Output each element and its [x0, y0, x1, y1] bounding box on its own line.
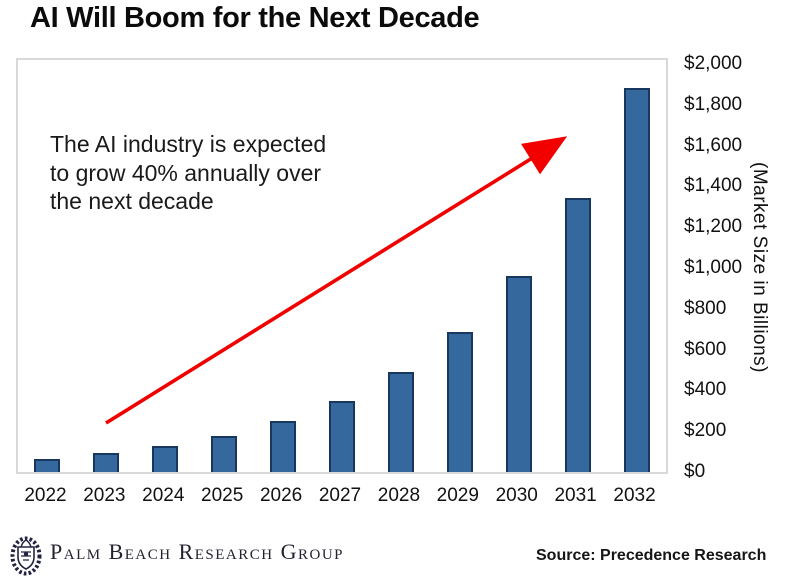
- y-tick-2000: $2,000: [684, 53, 743, 74]
- bar-2022: [34, 458, 61, 472]
- y-tick-1800: $1,800: [684, 93, 743, 115]
- x-tick-2030: 2030: [495, 485, 538, 506]
- x-tick-2022: 2022: [24, 485, 67, 506]
- bar-2030: [505, 276, 532, 472]
- x-tick-2029: 2029: [436, 485, 479, 506]
- x-tick-2024: 2024: [142, 485, 185, 506]
- y-tick-1200: $1,200: [684, 216, 743, 238]
- bar-2027: [329, 400, 355, 472]
- bar-2029: [446, 332, 473, 472]
- y-tick-800: $800: [684, 297, 727, 319]
- brand-name: Palm Beach Research Group: [50, 539, 344, 564]
- bar-2028: [387, 372, 414, 472]
- y-axis-title: (Market Size in Billions): [749, 162, 770, 373]
- x-tick-2031: 2031: [554, 485, 597, 506]
- x-tick-2032: 2032: [613, 485, 656, 506]
- y-tick-1400: $1,400: [684, 175, 743, 197]
- bar-2031: [564, 198, 591, 472]
- bar-2023: [93, 453, 120, 472]
- footer: Palm Beach Research Group Source: Preced…: [0, 530, 800, 579]
- y-tick-200: $200: [684, 420, 727, 442]
- laurel-crest-logo-icon: [10, 536, 42, 576]
- chart-plot-area: The AI industry is expected to grow 40% …: [16, 58, 668, 474]
- y-tick-1600: $1,600: [684, 134, 743, 156]
- bar-2032: [623, 88, 650, 472]
- bar-2026: [270, 421, 297, 472]
- x-tick-2027: 2027: [318, 485, 362, 506]
- x-tick-2023: 2023: [83, 485, 126, 506]
- x-tick-2025: 2025: [201, 485, 244, 506]
- bar-2025: [211, 435, 238, 472]
- y-tick-600: $600: [684, 338, 727, 360]
- bars: [18, 60, 666, 472]
- y-tick-1000: $1,000: [684, 257, 743, 278]
- chart-title: AI Will Boom for the Next Decade: [30, 2, 480, 34]
- y-tick-400: $400: [684, 379, 727, 401]
- x-tick-2026: 2026: [259, 485, 303, 506]
- source-note: Source: Precedence Research: [536, 547, 767, 564]
- y-tick-0: $0: [684, 461, 706, 482]
- x-tick-2028: 2028: [377, 485, 421, 506]
- bar-2024: [152, 446, 179, 472]
